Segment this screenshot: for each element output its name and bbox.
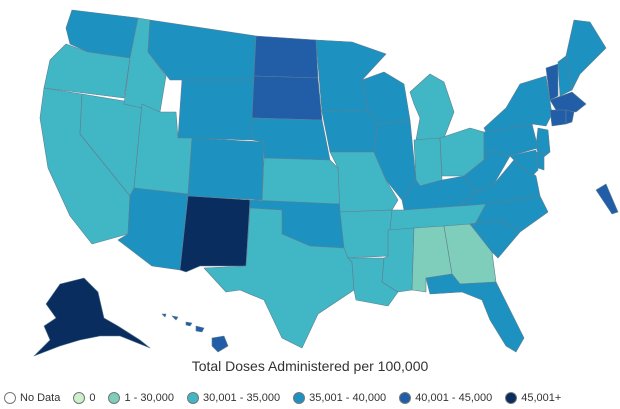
legend-swatch <box>187 392 200 404</box>
legend-title: Total Doses Administered per 100,000 <box>191 358 429 374</box>
state-vt[interactable] <box>545 63 559 101</box>
state-nj[interactable] <box>535 127 551 161</box>
legend: No Data 0 1 - 30,000 30,001 - 35,000 35,… <box>4 389 574 407</box>
state-in[interactable] <box>413 137 443 187</box>
state-fl[interactable] <box>425 273 525 353</box>
legend-label: 40,001 - 45,000 <box>415 392 493 404</box>
state-ne[interactable] <box>251 117 331 161</box>
state-ia[interactable] <box>321 109 379 153</box>
state-ks[interactable] <box>261 157 341 205</box>
legend-item-30001-35000[interactable]: 30,001 - 35,000 <box>187 392 280 404</box>
legend-item-zero[interactable]: 0 <box>73 392 95 404</box>
legend-label: 45,001+ <box>521 392 562 404</box>
state-ct[interactable] <box>549 109 567 127</box>
legend-item-no-data[interactable]: No Data <box>4 392 60 404</box>
state-ny[interactable] <box>483 75 553 133</box>
state-hi[interactable] <box>161 313 229 353</box>
state-co[interactable] <box>187 137 265 201</box>
state-nm[interactable] <box>179 195 251 273</box>
state-wy[interactable] <box>177 79 255 141</box>
legend-item-1-30000[interactable]: 1 - 30,000 <box>108 392 174 404</box>
state-pr[interactable] <box>595 183 619 215</box>
state-md[interactable] <box>509 149 539 177</box>
legend-label: 1 - 30,000 <box>124 392 175 404</box>
state-tx[interactable] <box>203 207 355 349</box>
legend-item-45001-plus[interactable]: 45,001+ <box>505 392 561 404</box>
legend-swatch <box>505 392 518 404</box>
legend-label: 30,001 - 35,000 <box>203 392 281 404</box>
legend-item-35001-40000[interactable]: 35,001 - 40,000 <box>293 392 386 404</box>
legend-item-40001-45000[interactable]: 40,001 - 45,000 <box>399 392 492 404</box>
legend-swatch <box>4 392 16 404</box>
state-nd[interactable] <box>253 35 319 79</box>
state-mi[interactable] <box>409 73 455 141</box>
state-mt[interactable] <box>147 19 257 81</box>
legend-swatch <box>399 392 412 404</box>
state-or[interactable] <box>43 43 131 99</box>
legend-label: No Data <box>20 392 61 404</box>
legend-swatch <box>108 392 121 404</box>
state-sd[interactable] <box>251 75 323 121</box>
state-ma[interactable] <box>549 91 587 113</box>
state-ak[interactable] <box>33 277 151 357</box>
state-ar[interactable] <box>339 209 393 259</box>
state-me[interactable] <box>565 19 607 91</box>
legend-label: 35,001 - 40,000 <box>309 392 387 404</box>
legend-swatch <box>73 392 86 404</box>
legend-swatch <box>293 392 306 404</box>
state-ri[interactable] <box>565 109 575 125</box>
legend-label: 0 <box>89 392 96 404</box>
state-az[interactable] <box>117 187 189 271</box>
